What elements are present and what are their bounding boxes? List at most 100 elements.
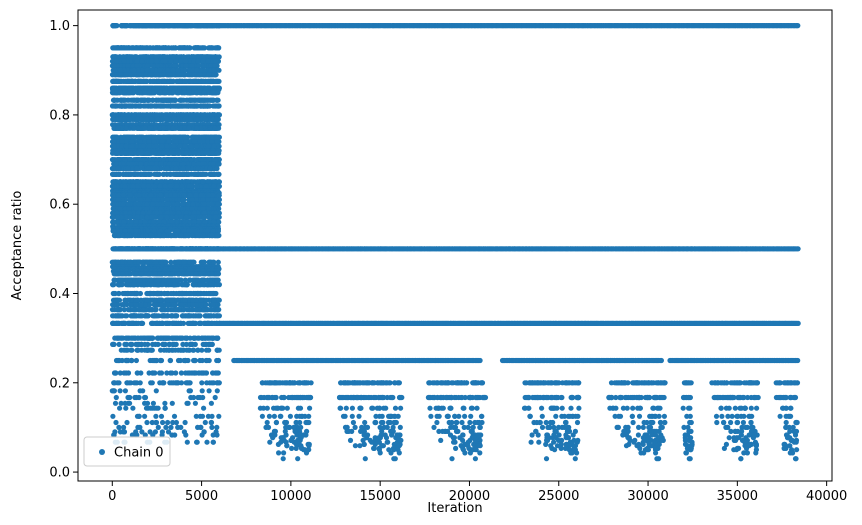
data-point: [131, 125, 137, 131]
data-point: [163, 97, 169, 103]
data-point: [176, 171, 182, 177]
data-point: [155, 45, 161, 51]
data-point: [168, 58, 174, 64]
data-point: [115, 165, 121, 172]
data-point: [134, 63, 140, 69]
data-point: [180, 197, 186, 203]
data-point: [115, 125, 121, 131]
data-point: [154, 72, 160, 78]
data-points: [109, 23, 801, 462]
data-point: [174, 183, 180, 189]
data-point: [150, 63, 156, 69]
data-point: [197, 23, 204, 29]
data-point: [208, 97, 214, 103]
data-point: [194, 125, 200, 131]
data-point: [181, 54, 187, 60]
data-point: [144, 23, 150, 29]
data-point: [121, 97, 127, 103]
data-point: [192, 23, 198, 29]
data-point: [201, 54, 207, 60]
data-point: [179, 112, 185, 118]
data-point: [172, 116, 178, 122]
data-point: [183, 139, 189, 145]
data-point: [196, 97, 202, 103]
data-point: [136, 103, 142, 109]
data-point: [175, 54, 181, 60]
data-point: [201, 103, 207, 109]
data-point: [175, 90, 181, 96]
data-point: [139, 58, 145, 64]
data-point: [111, 63, 117, 69]
data-point: [109, 183, 115, 189]
data-point: [141, 54, 147, 60]
data-point: [170, 54, 176, 60]
data-point: [182, 78, 188, 84]
data-point: [151, 197, 157, 203]
data-point: [212, 171, 218, 177]
data-point: [144, 171, 150, 177]
data-point: [126, 97, 132, 103]
data-point: [111, 112, 117, 118]
data-point: [131, 23, 137, 29]
data-point: [144, 63, 150, 69]
data-point: [162, 58, 168, 64]
data-point: [110, 116, 116, 122]
data-point: [186, 90, 192, 96]
data-point: [202, 116, 208, 122]
data-point: [154, 23, 160, 29]
data-point: [199, 171, 205, 177]
data-point: [171, 161, 177, 167]
data-point: [170, 150, 176, 156]
data-point: [154, 54, 160, 60]
data-point: [111, 54, 118, 60]
data-point: [117, 90, 123, 96]
data-point: [213, 197, 219, 203]
data-point: [170, 125, 176, 131]
data-point: [113, 58, 120, 64]
data-point: [186, 183, 192, 189]
data-point: [166, 23, 172, 29]
data-point: [157, 183, 163, 189]
data-point: [124, 45, 130, 51]
data-point: [212, 63, 218, 69]
data-point: [209, 139, 215, 145]
data-point: [195, 161, 202, 167]
data-point: [215, 90, 221, 96]
data-point: [130, 183, 136, 189]
data-point: [201, 90, 207, 96]
data-point: [145, 134, 151, 140]
data-point: [191, 139, 197, 145]
data-point: [137, 90, 143, 96]
data-point: [182, 58, 189, 64]
data-point: [155, 116, 161, 122]
data-point: [152, 134, 158, 140]
data-point: [214, 150, 220, 156]
data-point: [216, 112, 222, 118]
data-point: [125, 165, 131, 172]
data-point: [170, 45, 176, 51]
data-point: [120, 171, 126, 177]
data-point: [168, 103, 174, 109]
data-point: [118, 23, 124, 29]
data-point: [211, 23, 217, 29]
data-point: [200, 78, 206, 84]
data-point: [113, 78, 119, 84]
data-point: [169, 23, 175, 29]
data-point: [216, 54, 222, 60]
data-point: [145, 197, 151, 203]
data-point: [200, 58, 206, 64]
data-point: [185, 165, 191, 172]
data-point: [125, 63, 131, 69]
data-point: [138, 197, 144, 203]
data-point: [205, 134, 211, 140]
data-point: [166, 139, 172, 145]
data-point: [122, 183, 128, 189]
data-point: [186, 125, 192, 131]
data-point: [134, 116, 141, 122]
data-point: [211, 72, 217, 78]
data-point: [189, 197, 195, 203]
data-point: [200, 150, 206, 156]
data-point: [112, 103, 118, 109]
data-point: [181, 72, 187, 78]
data-point: [167, 72, 173, 78]
